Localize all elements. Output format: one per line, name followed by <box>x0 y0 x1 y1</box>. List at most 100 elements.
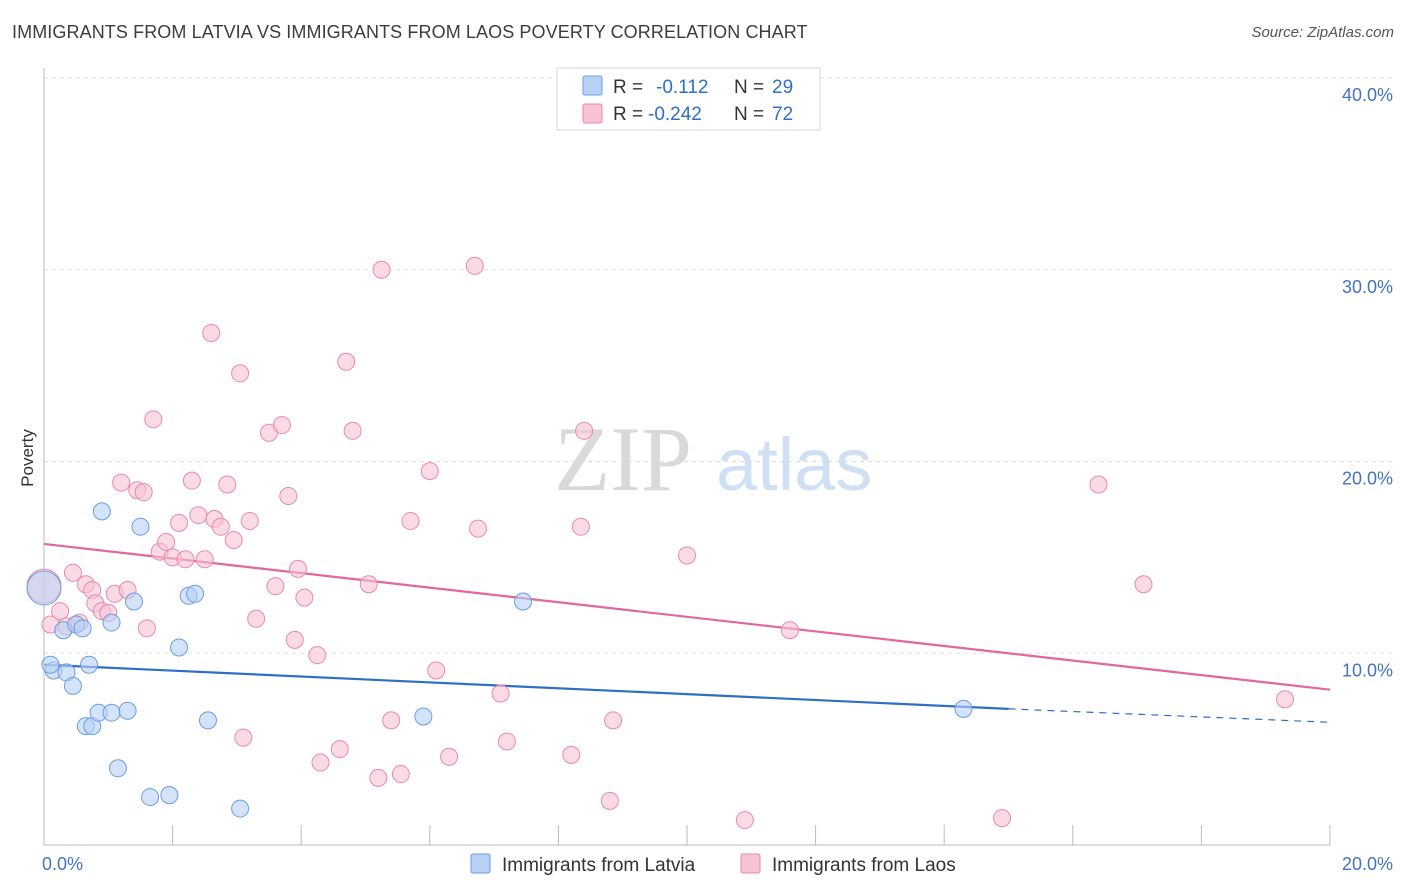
chart-title: IMMIGRANTS FROM LATVIA VS IMMIGRANTS FRO… <box>12 22 808 42</box>
point-laos-34 <box>247 609 266 628</box>
point-laos-29 <box>218 475 237 494</box>
legend-r-label-laos: R = <box>613 104 643 125</box>
watermark: ZIP atlas <box>554 408 872 510</box>
point-latvia-2 <box>41 655 60 674</box>
point-laos-62 <box>575 421 594 440</box>
point-laos-15 <box>134 483 153 502</box>
legend-swatch-laos <box>582 103 603 124</box>
point-latvia-23 <box>141 788 160 807</box>
legend-n-value-laos: 72 <box>772 104 793 125</box>
bottom-legend: Immigrants from Latvia Immigrants from L… <box>470 853 956 876</box>
point-laos-17 <box>144 410 163 429</box>
point-latvia-22 <box>198 711 217 730</box>
point-latvia-16 <box>131 517 150 536</box>
legend-swatch-latvia <box>582 75 603 96</box>
trend-line-laos <box>43 542 1331 691</box>
bottom-legend-label-latvia: Immigrants from Latvia <box>502 855 696 876</box>
point-laos-31 <box>231 364 250 383</box>
point-laos-65 <box>678 546 696 565</box>
point-laos-42 <box>308 646 327 665</box>
point-latvia-0 <box>26 570 62 606</box>
point-laos-32 <box>234 728 253 747</box>
legend-n-label-latvia: N = <box>734 77 764 98</box>
point-latvia-19 <box>170 638 189 657</box>
x-tick-label-max: 20.0% <box>1342 854 1393 874</box>
point-laos-33 <box>240 511 259 530</box>
legend-r-value-latvia: -0.112 <box>656 77 708 98</box>
point-laos-59 <box>497 732 516 751</box>
point-laos-41 <box>295 588 314 607</box>
y-tick-label-10: 10.0% <box>1342 660 1393 680</box>
point-laos-64 <box>604 711 623 730</box>
legend-r-value-laos: -0.242 <box>648 104 702 125</box>
point-laos-55 <box>440 747 459 766</box>
point-laos-38 <box>279 487 298 506</box>
point-latvia-15 <box>92 502 111 521</box>
bottom-legend-label-laos: Immigrants from Laos <box>772 855 956 876</box>
point-laos-46 <box>343 421 362 440</box>
point-laos-49 <box>372 260 391 279</box>
point-laos-68 <box>993 809 1012 828</box>
point-latvia-25 <box>231 799 250 818</box>
data-points <box>26 256 1294 830</box>
legend-n-value-latvia: 29 <box>772 77 793 98</box>
x-tick-label-min: 0.0% <box>42 854 83 874</box>
point-laos-28 <box>211 517 230 536</box>
point-laos-54 <box>427 661 446 680</box>
point-laos-39 <box>285 630 304 649</box>
point-laos-63 <box>600 791 619 810</box>
point-laos-56 <box>465 256 484 275</box>
legend-r-label-latvia: R = <box>613 77 643 98</box>
point-laos-70 <box>1134 575 1153 594</box>
trend-line-latvia <box>43 663 1009 710</box>
point-laos-58 <box>491 684 510 703</box>
point-latvia-4 <box>63 676 82 695</box>
legend-n-label-laos: N = <box>734 104 764 125</box>
point-latvia-18 <box>125 592 144 611</box>
trend-line-latvia-extension <box>1008 708 1331 723</box>
point-laos-43 <box>311 753 330 772</box>
point-latvia-28 <box>954 699 973 718</box>
point-laos-30 <box>224 531 243 550</box>
point-laos-61 <box>571 517 590 536</box>
point-laos-51 <box>391 765 410 784</box>
point-laos-19 <box>157 533 176 552</box>
point-laos-36 <box>266 577 285 596</box>
trend-lines <box>43 542 1331 723</box>
watermark-atlas: atlas <box>716 423 872 506</box>
point-latvia-14 <box>108 759 127 778</box>
point-laos-23 <box>182 471 201 490</box>
point-latvia-8 <box>80 655 99 674</box>
chart-source: Source: ZipAtlas.com <box>1251 24 1394 41</box>
point-laos-71 <box>1275 690 1294 709</box>
point-laos-2 <box>51 602 70 621</box>
point-laos-67 <box>780 621 799 640</box>
point-laos-44 <box>330 740 349 759</box>
point-laos-16 <box>137 619 156 638</box>
point-latvia-17 <box>102 613 121 632</box>
tick-labels: 10.0% 20.0% 30.0% 40.0% 0.0% 20.0% <box>42 85 1393 874</box>
point-laos-25 <box>195 550 214 569</box>
point-laos-13 <box>112 473 131 492</box>
point-latvia-24 <box>160 786 179 805</box>
point-laos-60 <box>562 745 581 764</box>
point-laos-45 <box>337 352 356 371</box>
point-latvia-26 <box>414 707 433 726</box>
axes <box>43 68 1331 846</box>
point-laos-26 <box>202 324 221 343</box>
point-laos-50 <box>382 711 401 730</box>
top-legend: R = -0.112 N = 29 R = -0.242 N = 72 <box>556 67 821 131</box>
point-latvia-7 <box>73 619 92 638</box>
point-laos-52 <box>401 511 420 530</box>
y-tick-label-20: 20.0% <box>1342 469 1393 489</box>
point-laos-48 <box>369 768 388 787</box>
point-latvia-13 <box>118 701 137 720</box>
bottom-legend-swatch-laos <box>740 853 761 874</box>
point-laos-69 <box>1089 475 1108 494</box>
point-laos-40 <box>288 559 307 578</box>
point-laos-53 <box>420 462 439 481</box>
point-laos-47 <box>359 575 378 594</box>
point-laos-22 <box>176 550 195 569</box>
point-latvia-21 <box>186 584 205 603</box>
